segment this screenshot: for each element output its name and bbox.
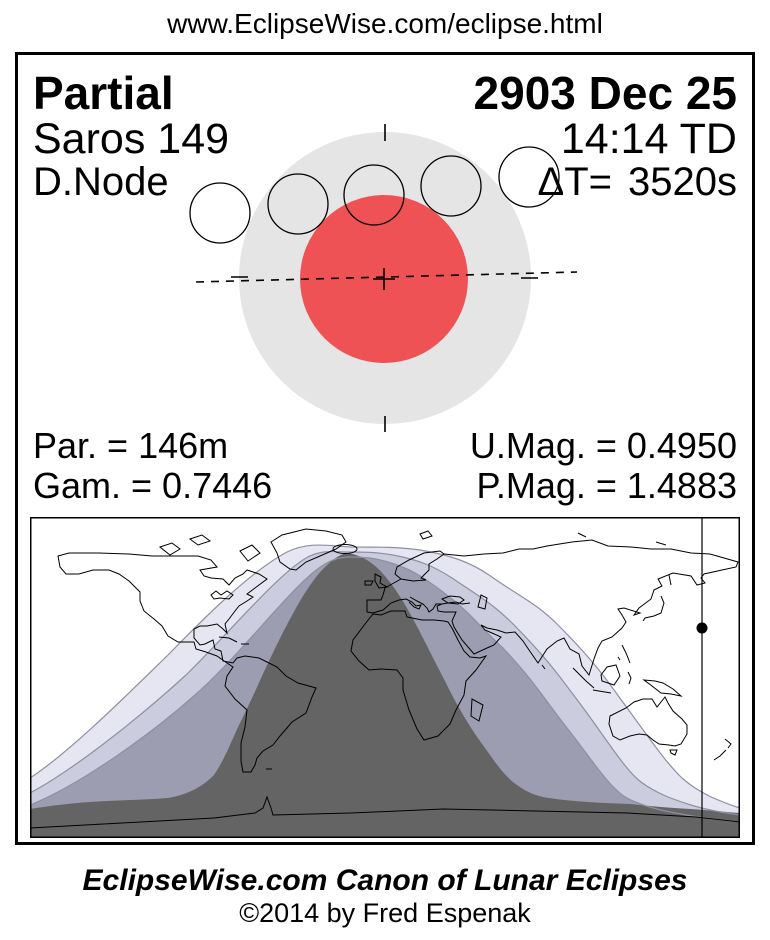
moon-position-circle (267, 173, 329, 235)
saros-row: Saros 149 14:14 TD (18, 118, 752, 161)
node-row: D.Node ΔT= 3520s (18, 162, 752, 202)
delta-t-value: 3520s (628, 160, 737, 204)
moon-position-circle (420, 155, 482, 217)
delta-t-group: ΔT= 3520s (538, 162, 738, 202)
coastlines (29, 528, 741, 829)
delta-t-label: ΔT= (537, 160, 613, 204)
zone-entire-eclipse-visible (30, 553, 740, 838)
saros-label: Saros 149 (33, 115, 230, 163)
coast-new-zealand (713, 738, 732, 761)
coast-europe (366, 578, 488, 614)
eclipse-figure-card: Partial 2903 Dec 25 Saros 149 14:14 TD D… (15, 52, 755, 845)
coast-asia (436, 539, 739, 677)
visibility-map (29, 517, 741, 838)
coast-se-asia-islands (541, 644, 683, 697)
stats-row-2: Gam. = 0.7446 P.Mag. = 1.4883 (18, 468, 752, 504)
coast-antarctica (29, 795, 741, 829)
moon-position-circles (189, 146, 560, 244)
zone-boundary-lines (29, 544, 741, 823)
moon-position-circle (498, 146, 560, 208)
zenith-point-dot (696, 622, 708, 634)
eclipse-graphics (29, 124, 741, 838)
time-label: 14:14 TD (560, 115, 737, 163)
copyright-line: ©2014 by Fred Espenak (239, 898, 531, 928)
penumbral-magnitude-stat: P.Mag. = 1.4883 (476, 465, 737, 506)
ecliptic-dashed-line (195, 271, 578, 283)
map-border (30, 517, 740, 838)
gamma-stat: Gam. = 0.7446 (33, 465, 273, 506)
coast-africa (350, 610, 488, 741)
canon-title: EclipseWise.com Canon of Lunar Eclipses (82, 864, 688, 897)
coast-scandinavia (394, 550, 445, 582)
shadow-center-cross (373, 268, 395, 290)
coast-madagascar (470, 698, 484, 722)
node-label: D.Node (33, 160, 169, 204)
moon-position-circle (189, 182, 251, 244)
eclipse-type-label: Partial (33, 67, 174, 119)
coast-small-islands (158, 530, 667, 770)
coast-iceland (332, 544, 358, 554)
moon-position-circle (343, 164, 405, 226)
penumbra-axis-ticks (231, 124, 538, 432)
eclipse-date-label: 2903 Dec 25 (473, 67, 737, 119)
partial-duration-stat: Par. = 146m (33, 425, 229, 466)
title-row: Partial 2903 Dec 25 (18, 70, 752, 116)
coast-australia (608, 696, 688, 756)
umbral-magnitude-stat: U.Mag. = 0.4950 (469, 425, 737, 466)
coast-japan (642, 574, 672, 622)
page-url-title: www.EclipseWise.com/eclipse.html (167, 8, 603, 39)
stats-row-1: Par. = 146m U.Mag. = 0.4950 (18, 428, 752, 464)
coast-americas (57, 552, 317, 773)
coast-greenland (270, 528, 347, 571)
